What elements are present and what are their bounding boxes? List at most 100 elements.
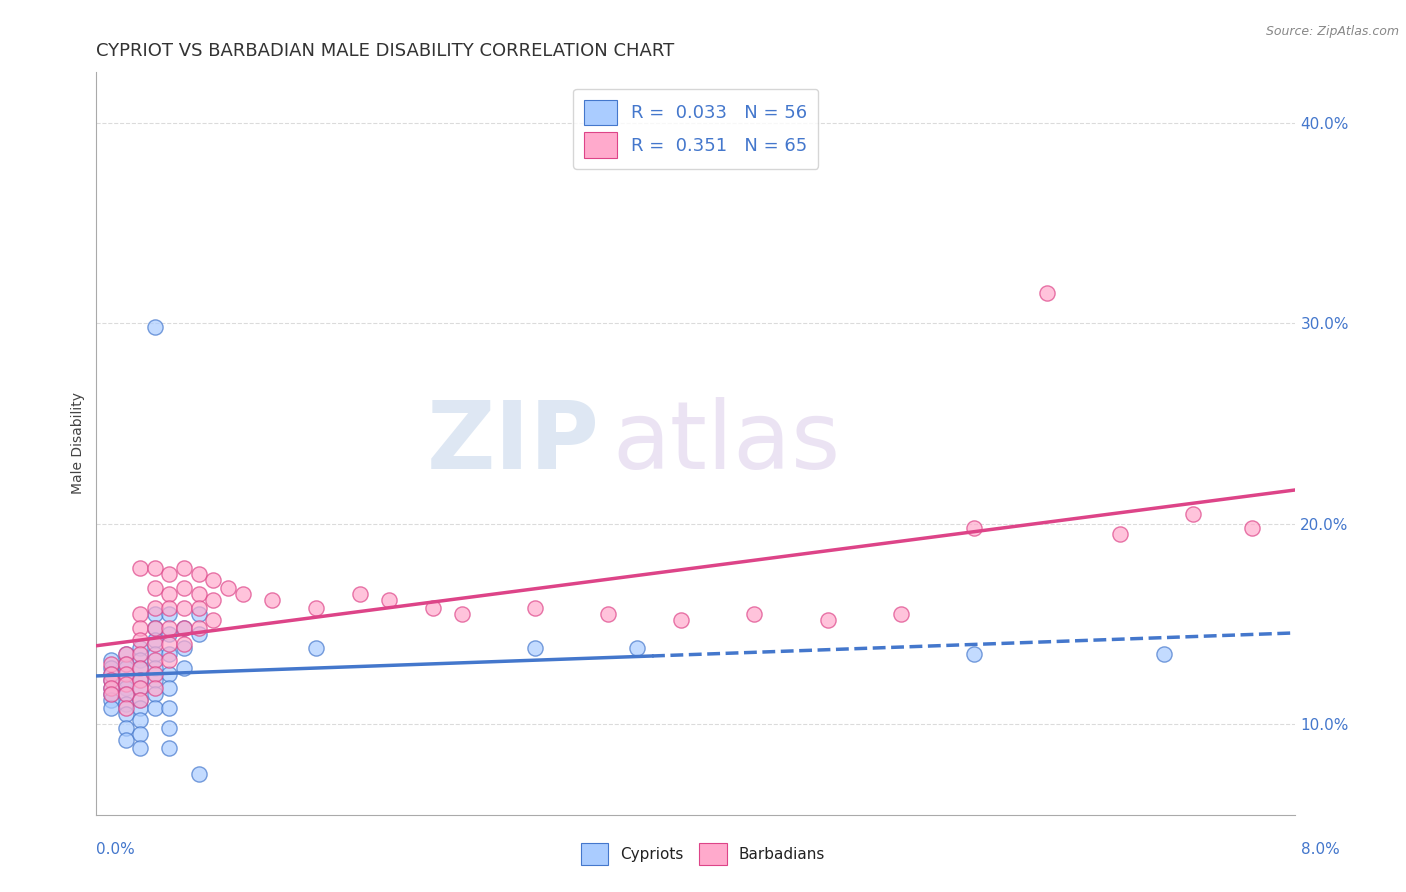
Point bbox=[100, 661, 122, 675]
Point bbox=[114, 673, 136, 688]
Point bbox=[143, 621, 166, 635]
Text: atlas: atlas bbox=[612, 398, 841, 490]
Point bbox=[173, 601, 195, 615]
Point bbox=[173, 561, 195, 575]
Point bbox=[305, 641, 328, 656]
Point bbox=[129, 713, 152, 727]
Point bbox=[100, 673, 122, 688]
Point bbox=[129, 653, 152, 667]
Point bbox=[159, 566, 181, 581]
Point bbox=[1153, 647, 1175, 661]
Point bbox=[159, 637, 181, 651]
Point bbox=[143, 601, 166, 615]
Point bbox=[129, 641, 152, 656]
Point bbox=[422, 601, 444, 615]
Text: 0.0%: 0.0% bbox=[96, 842, 135, 856]
Point bbox=[173, 621, 195, 635]
Point bbox=[1036, 286, 1059, 301]
Point bbox=[159, 741, 181, 756]
Point bbox=[143, 661, 166, 675]
Point bbox=[202, 613, 225, 627]
Point bbox=[173, 581, 195, 595]
Point bbox=[129, 647, 152, 661]
Point bbox=[187, 627, 209, 641]
Point bbox=[187, 566, 209, 581]
Point bbox=[1240, 521, 1263, 535]
Legend: Cypriots, Barbadians: Cypriots, Barbadians bbox=[575, 837, 831, 871]
Point bbox=[129, 727, 152, 741]
Point bbox=[524, 641, 547, 656]
Point bbox=[187, 621, 209, 635]
Point bbox=[817, 613, 839, 627]
Legend: R =  0.033   N = 56, R =  0.351   N = 65: R = 0.033 N = 56, R = 0.351 N = 65 bbox=[574, 89, 818, 169]
Point bbox=[114, 657, 136, 672]
Point bbox=[143, 637, 166, 651]
Point bbox=[114, 681, 136, 696]
Point bbox=[143, 647, 166, 661]
Point bbox=[159, 587, 181, 601]
Point bbox=[114, 661, 136, 675]
Point bbox=[173, 621, 195, 635]
Point bbox=[129, 661, 152, 675]
Point bbox=[129, 621, 152, 635]
Point bbox=[114, 698, 136, 712]
Point bbox=[260, 593, 283, 607]
Point bbox=[159, 701, 181, 715]
Point bbox=[143, 561, 166, 575]
Point bbox=[143, 687, 166, 701]
Point bbox=[305, 601, 328, 615]
Point bbox=[143, 701, 166, 715]
Point bbox=[129, 681, 152, 696]
Point bbox=[129, 607, 152, 621]
Point bbox=[159, 667, 181, 681]
Point bbox=[100, 673, 122, 688]
Point bbox=[159, 601, 181, 615]
Text: CYPRIOT VS BARBADIAN MALE DISABILITY CORRELATION CHART: CYPRIOT VS BARBADIAN MALE DISABILITY COR… bbox=[97, 42, 675, 60]
Point bbox=[173, 641, 195, 656]
Point bbox=[1109, 526, 1132, 541]
Point bbox=[202, 573, 225, 587]
Point bbox=[114, 667, 136, 681]
Point bbox=[159, 607, 181, 621]
Text: Source: ZipAtlas.com: Source: ZipAtlas.com bbox=[1265, 25, 1399, 38]
Text: 8.0%: 8.0% bbox=[1301, 842, 1340, 856]
Text: ZIP: ZIP bbox=[427, 398, 600, 490]
Point bbox=[349, 587, 371, 601]
Y-axis label: Male Disability: Male Disability bbox=[72, 392, 86, 494]
Point bbox=[100, 687, 122, 701]
Point bbox=[159, 627, 181, 641]
Point bbox=[159, 647, 181, 661]
Point bbox=[232, 587, 254, 601]
Point bbox=[1182, 507, 1205, 521]
Point bbox=[143, 667, 166, 681]
Point bbox=[100, 681, 122, 696]
Point bbox=[100, 687, 122, 701]
Point bbox=[114, 687, 136, 701]
Point bbox=[114, 707, 136, 722]
Point bbox=[114, 733, 136, 747]
Point bbox=[114, 647, 136, 661]
Point bbox=[202, 593, 225, 607]
Point bbox=[187, 767, 209, 781]
Point bbox=[143, 681, 166, 696]
Point bbox=[100, 667, 122, 681]
Point bbox=[187, 587, 209, 601]
Point bbox=[129, 681, 152, 696]
Point bbox=[451, 607, 474, 621]
Point bbox=[143, 581, 166, 595]
Point bbox=[143, 673, 166, 688]
Point bbox=[524, 601, 547, 615]
Point bbox=[143, 653, 166, 667]
Point bbox=[890, 607, 912, 621]
Point bbox=[143, 621, 166, 635]
Point bbox=[129, 633, 152, 648]
Point bbox=[159, 621, 181, 635]
Point bbox=[114, 647, 136, 661]
Point bbox=[173, 637, 195, 651]
Point bbox=[100, 653, 122, 667]
Point bbox=[114, 701, 136, 715]
Point bbox=[143, 633, 166, 648]
Point bbox=[671, 613, 693, 627]
Point bbox=[114, 657, 136, 672]
Point bbox=[963, 521, 986, 535]
